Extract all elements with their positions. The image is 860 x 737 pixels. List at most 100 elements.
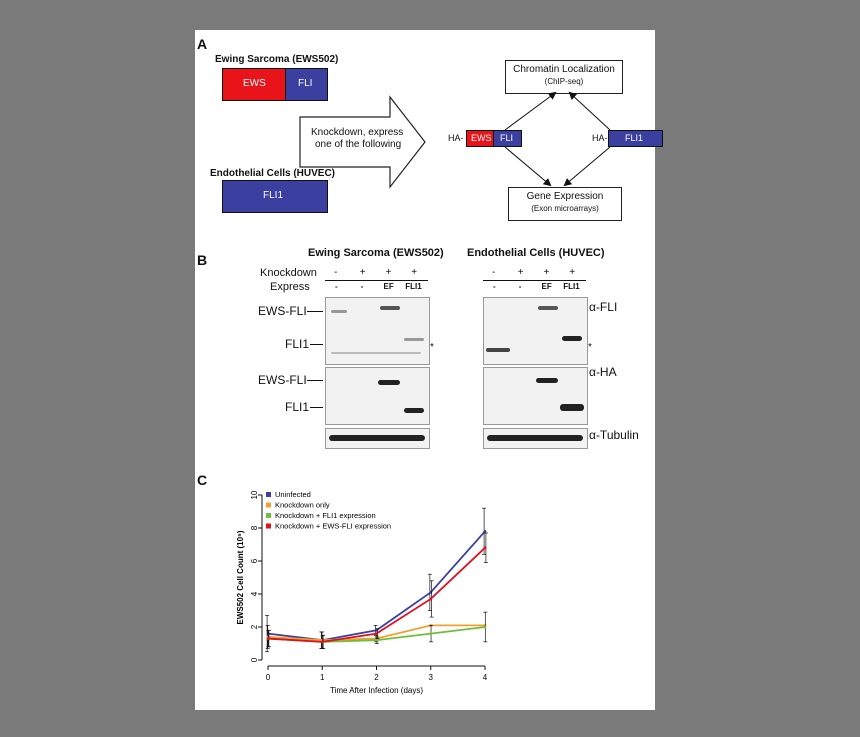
right-fli-blot — [483, 297, 588, 365]
x-tick-label: 0 — [266, 673, 271, 682]
ha-ews-label: EWS — [471, 133, 492, 143]
express-lane-1-1: - — [518, 282, 522, 291]
legend-swatch-1 — [266, 502, 271, 508]
y-tick-label: 8 — [250, 525, 259, 530]
fli1-tick — [310, 344, 323, 345]
data-point — [483, 529, 487, 533]
knockdown-lane-0-2: + — [385, 267, 392, 278]
legend-swatch-0 — [266, 492, 271, 497]
panel-a-letter: A — [197, 36, 208, 52]
fli1-ha-marker: FLI1 — [285, 400, 310, 414]
data-point — [375, 638, 378, 642]
ews-box: EWS — [222, 68, 287, 101]
knockdown-lane-1-0: - — [492, 267, 496, 278]
ha-fli1-label: FLI1 — [625, 133, 644, 143]
legend-label-3: Knockdown + EWS-FLI expression — [275, 522, 391, 531]
express-lane-0-2: EF — [383, 282, 394, 291]
antibody-fli: α-FLI — [589, 300, 618, 314]
gene-box: Gene Expression (Exon microarrays) — [508, 187, 622, 221]
data-point — [429, 597, 433, 601]
express-lane-1-2: EF — [541, 282, 552, 291]
ews-fli-ha-marker: EWS-FLI — [258, 373, 307, 387]
data-point — [266, 637, 270, 640]
x-tick-label: 2 — [374, 673, 379, 682]
legend-label-2: Knockdown + FLI1 expression — [275, 511, 376, 520]
knockdown-label: Knockdown — [260, 267, 317, 279]
left-tubulin-blot — [325, 428, 430, 449]
ews-box-label: EWS — [243, 78, 266, 89]
ha-left: HA- — [448, 133, 464, 143]
fli-box-label: FLI — [298, 78, 313, 89]
antibody-tubulin: α-Tubulin — [589, 428, 639, 442]
express-lane-0-0: - — [335, 282, 338, 291]
diagram-arrows — [504, 91, 611, 187]
fli1-ha-tick — [310, 407, 323, 408]
gene-sub: (Exon microarrays) — [531, 204, 599, 213]
lane-header-line-1 — [483, 280, 586, 281]
y-tick-label: 10 — [250, 490, 259, 499]
legend-label-1: Knockdown only — [275, 501, 330, 510]
series-line-0 — [267, 530, 486, 642]
ha-fli1-box: FLI1 — [608, 130, 663, 147]
ews-fli-ha-tick — [307, 380, 323, 381]
fli1-box-label: FLI1 — [263, 190, 284, 201]
express-lane-1-3: FLI1 — [563, 282, 580, 291]
express-lane-1-0: - — [493, 282, 496, 291]
y-tick-label: 0 — [250, 657, 259, 662]
legend-swatch-2 — [266, 513, 271, 518]
star-right: * — [588, 342, 592, 353]
left-blot-title: Ewing Sarcoma (EWS502) — [308, 247, 444, 259]
knockdown-lane-0-3: + — [411, 267, 418, 278]
knockdown-lane-1-3: + — [569, 267, 576, 278]
lane-header-line-0 — [325, 280, 428, 281]
knockdown-lane-1-2: + — [543, 267, 550, 278]
gene-title: Gene Expression — [526, 191, 604, 202]
chip-sub: (ChIP-seq) — [544, 77, 584, 86]
arrow-text-2: one of the following — [315, 139, 402, 150]
ha-fli-box: FLI — [493, 130, 522, 147]
ha-right: HA- — [592, 133, 608, 143]
knockdown-lane-0-1: + — [359, 267, 366, 278]
y-axis-label: EWS502 Cell Count (10⁵) — [236, 530, 245, 624]
legend-swatch-3 — [266, 523, 271, 529]
knockdown-lane-0-0: - — [334, 267, 338, 278]
star-left: * — [430, 342, 434, 353]
fli1-marker: FLI1 — [285, 337, 310, 351]
arrow-shape — [299, 95, 426, 189]
right-tubulin-blot — [483, 428, 588, 449]
data-point — [483, 546, 487, 550]
y-tick-label: 2 — [250, 624, 259, 629]
y-tick-label: 4 — [250, 591, 259, 596]
left-fli-blot — [325, 297, 430, 365]
chip-title: Chromatin Localization — [513, 64, 615, 75]
data-point — [483, 625, 487, 629]
panel-b-letter: B — [197, 252, 208, 268]
fli-box: FLI — [285, 68, 328, 101]
express-lane-0-1: - — [360, 282, 364, 291]
right-blot-title: Endothelial Cells (HUVEC) — [467, 247, 605, 259]
ews-title: Ewing Sarcoma (EWS502) — [215, 54, 339, 65]
series-line-3 — [267, 547, 486, 643]
growth-chart: 0 2 4 6 8 10 0 1 2 3 4 Time After Infection (days) E… — [236, 490, 488, 695]
figure-panel: A Ewing Sarcoma (EWS502) EWS FLI Knockdo… — [195, 30, 663, 710]
data-point — [375, 632, 378, 635]
y-tick-label: 6 — [250, 558, 259, 563]
ews-fli-tick — [307, 311, 323, 312]
data-point — [429, 632, 433, 635]
x-tick-label: 4 — [483, 673, 488, 682]
left-ha-blot — [325, 367, 430, 425]
data-point — [320, 640, 324, 644]
legend-label-0: Uninfected — [275, 490, 311, 499]
x-tick-label: 1 — [320, 673, 325, 682]
right-ha-blot — [483, 367, 588, 425]
express-lane-0-3: FLI1 — [405, 282, 422, 291]
ha-ews-box: EWS — [466, 130, 495, 147]
antibody-ha: α-HA — [589, 365, 617, 379]
panel-c-letter: C — [197, 472, 208, 488]
fli1-box: FLI1 — [222, 180, 328, 213]
ha-fli-label: FLI — [500, 133, 514, 143]
express-label: Express — [270, 281, 310, 293]
knockdown-lane-1-1: + — [517, 267, 524, 278]
x-tick-label: 3 — [429, 673, 434, 682]
chip-box: Chromatin Localization (ChIP-seq) — [505, 60, 623, 94]
